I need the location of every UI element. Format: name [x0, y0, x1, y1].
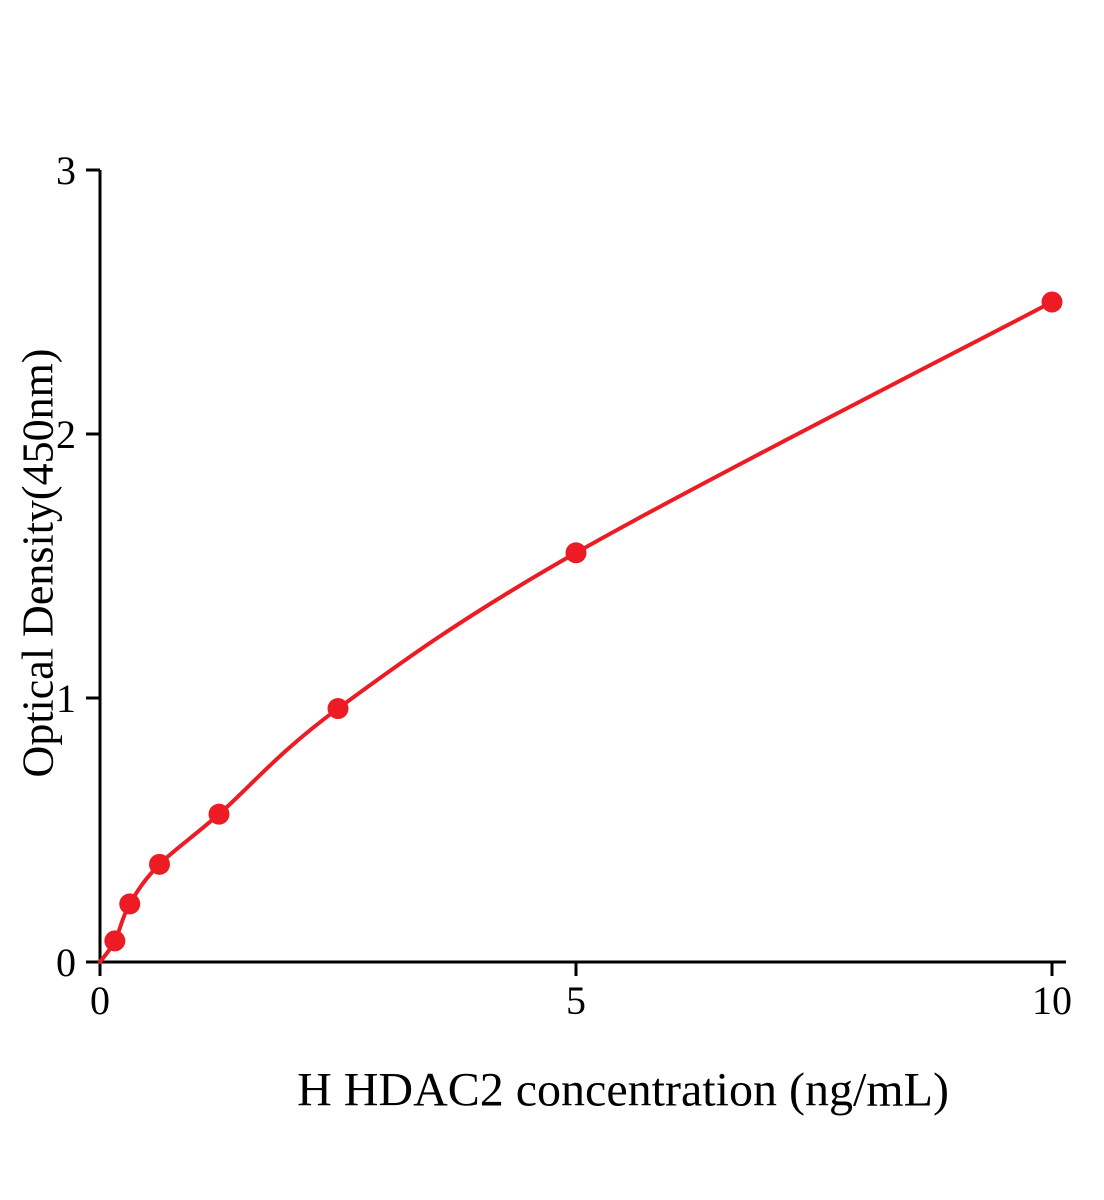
x-tick-label: 0	[90, 978, 110, 1023]
data-point	[104, 930, 126, 952]
y-tick-label: 0	[56, 940, 76, 985]
data-point	[119, 893, 141, 915]
data-point	[565, 542, 587, 564]
data-point	[149, 853, 170, 875]
x-axis-title: H HDAC2 concentration (ng/mL)	[297, 1063, 949, 1117]
data-point	[1041, 291, 1063, 313]
data-point	[327, 698, 349, 720]
x-tick-label: 10	[1032, 978, 1072, 1023]
fit-curve	[98, 300, 1054, 964]
y-tick-label: 3	[56, 148, 76, 193]
y-tick-label: 1	[56, 676, 76, 721]
x-tick-label: 5	[566, 978, 586, 1023]
y-tick-label: 2	[56, 412, 76, 457]
y-axis-title: Optical Density(450nm)	[13, 348, 63, 778]
data-point	[208, 803, 230, 825]
